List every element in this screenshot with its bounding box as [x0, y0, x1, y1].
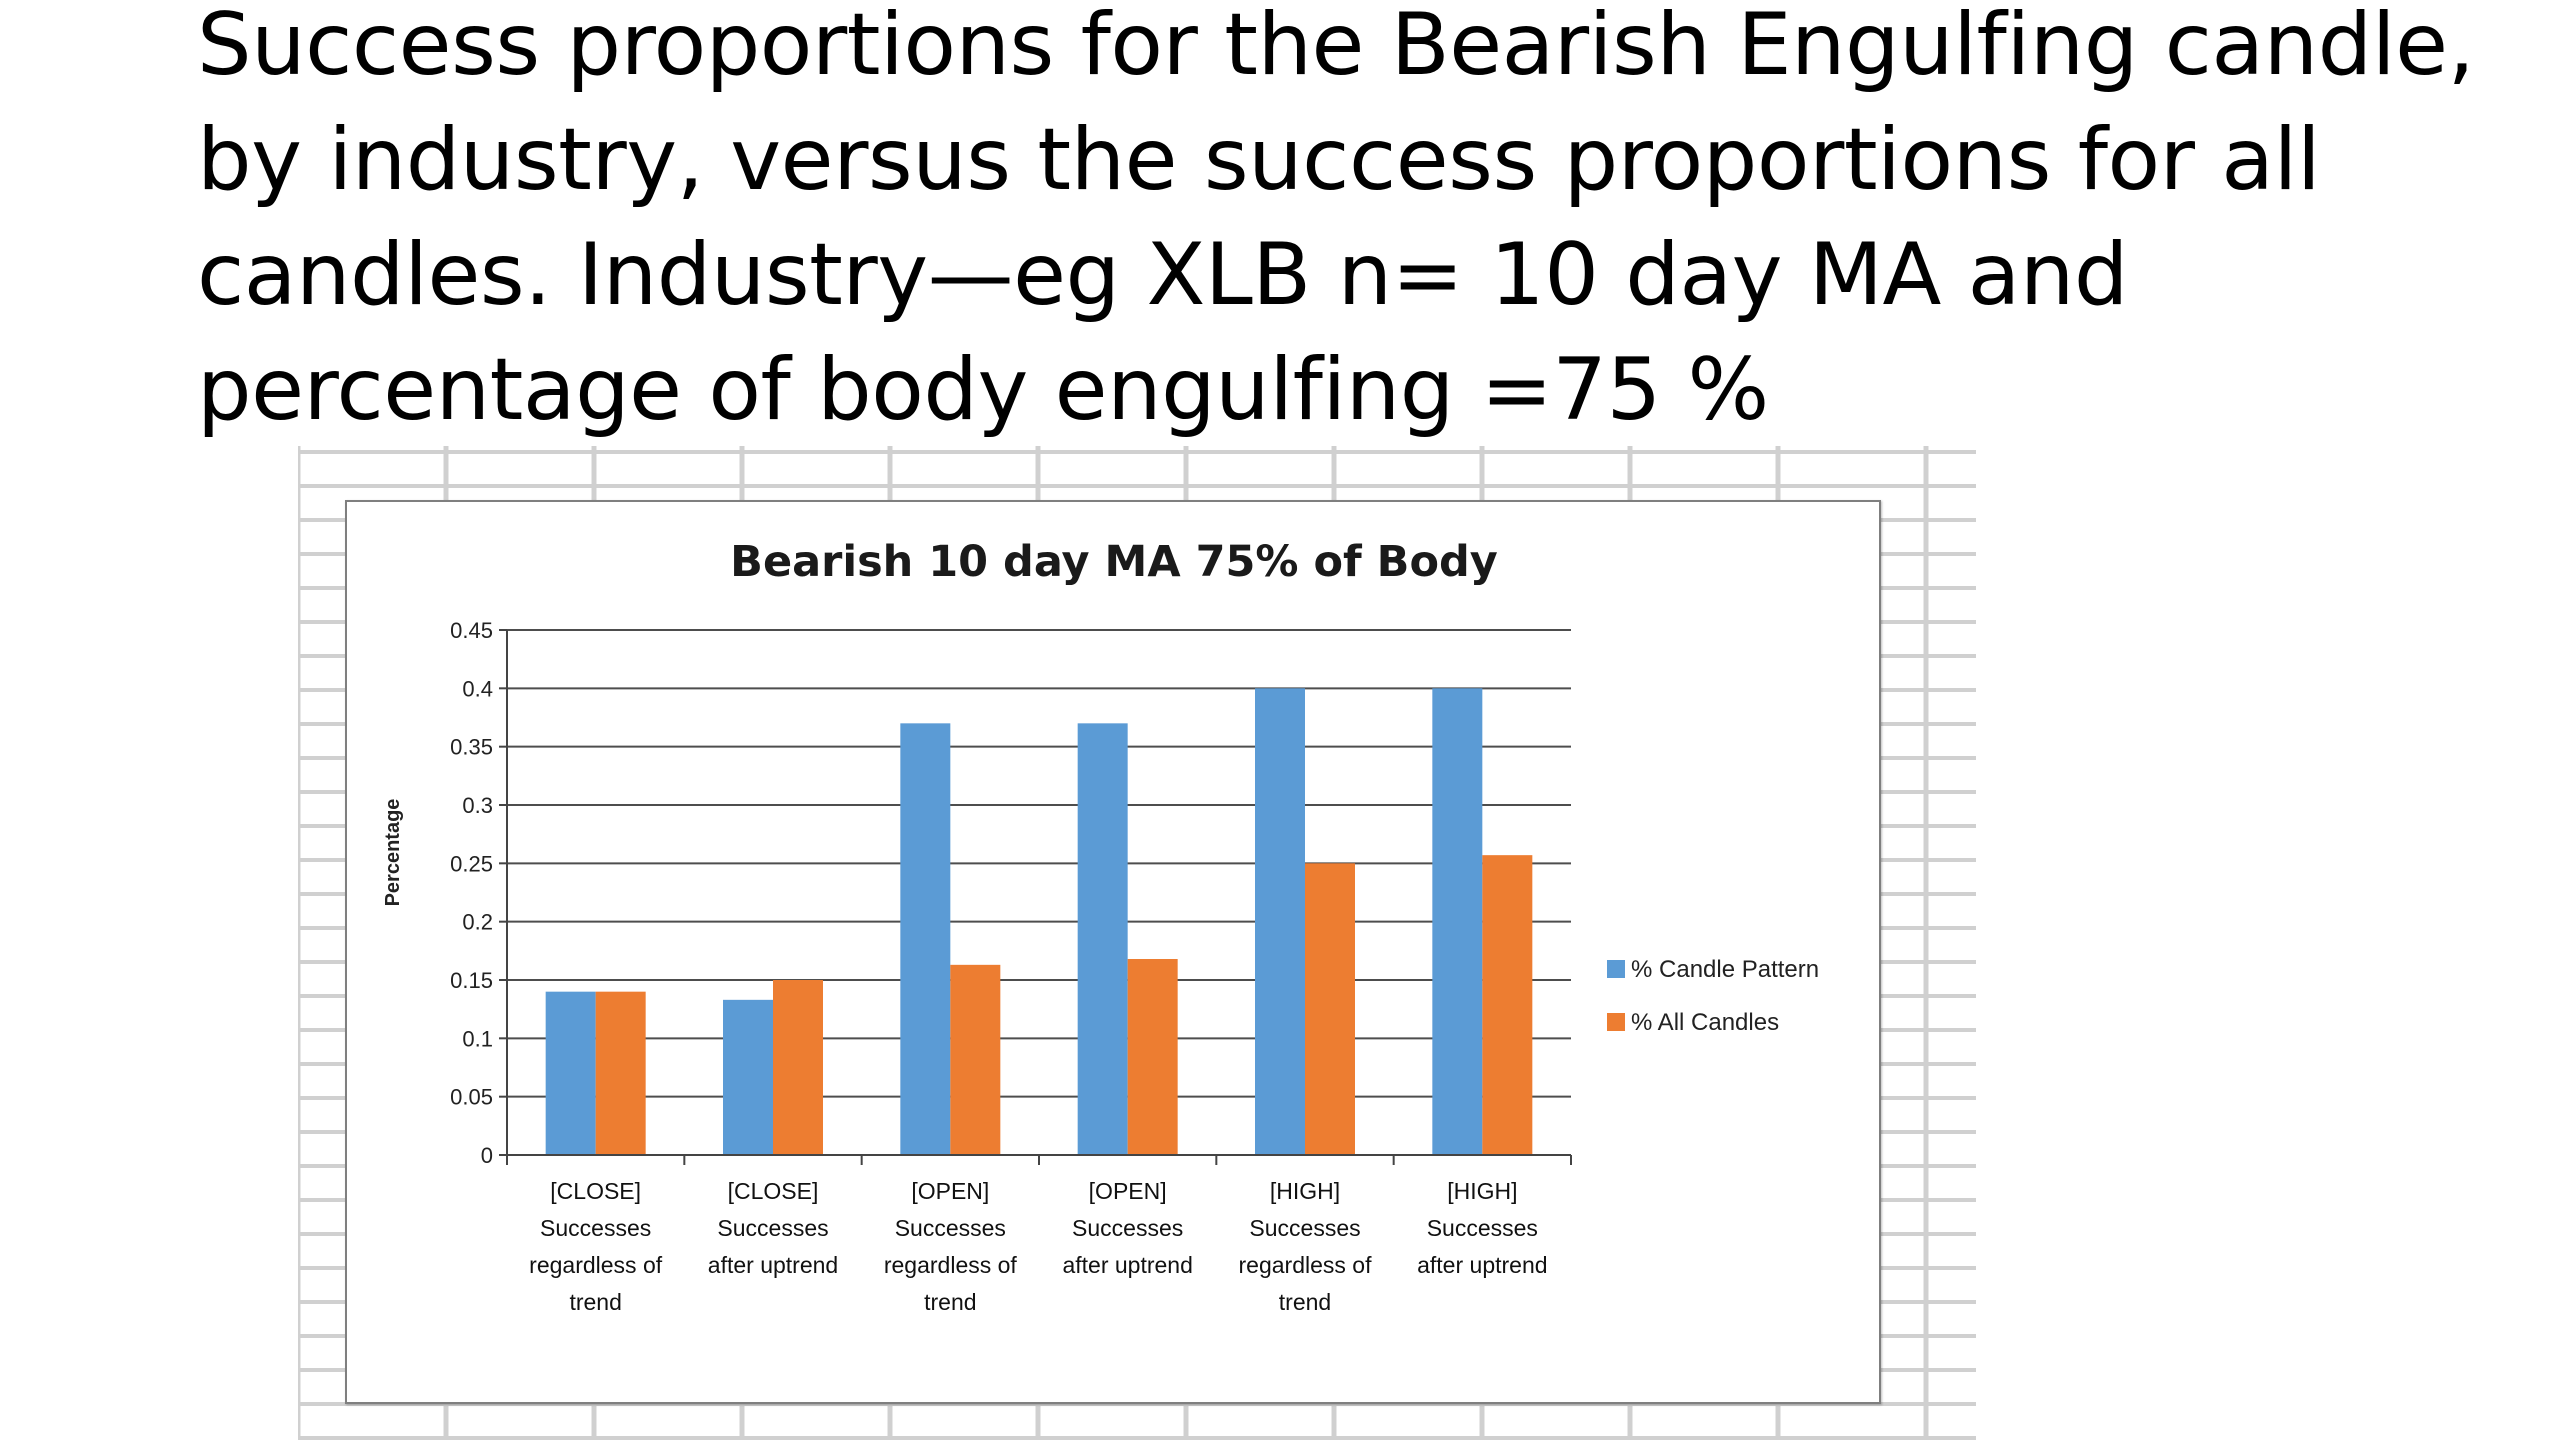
bar-chart: Bearish 10 day MA 75% of Body 0 0.05 0.1 0.1…: [382, 537, 1819, 1315]
y-tick-label: 0.05: [450, 1085, 493, 1110]
y-tick-label: 0.45: [450, 618, 493, 643]
x-category-label: [OPEN] Successes after uptrend: [1062, 1178, 1192, 1278]
x-category-label: [HIGH] Successes after uptrend: [1417, 1178, 1547, 1278]
y-tick-label: 0.4: [462, 676, 493, 701]
bar-all-candles: [773, 980, 823, 1155]
x-category-label: [HIGH] Successes regardless of trend: [1239, 1178, 1373, 1315]
bar-candle-pattern: [723, 999, 773, 1155]
chart-area[interactable]: Bearish 10 day MA 75% of Body 0 0.05 0.1 0.1…: [345, 500, 1881, 1404]
y-tick-label: 0.1: [462, 1026, 493, 1051]
bar-candle-pattern: [1432, 688, 1483, 1155]
bar-all-candles: [595, 991, 646, 1155]
y-tick-label: 0.35: [450, 735, 493, 760]
y-tick-label: 0.25: [450, 851, 493, 876]
x-category-label: [OPEN] Successes regardless of trend: [884, 1178, 1018, 1315]
bar-candle-pattern: [900, 723, 951, 1155]
legend-label: % Candle Pattern: [1631, 956, 1819, 983]
y-tick-label: 0.3: [462, 793, 493, 818]
x-category-label: [CLOSE] Successes regardless of trend: [529, 1178, 663, 1315]
x-category-label: [CLOSE] Successes after uptrend: [708, 1178, 838, 1278]
bar-all-candles: [1305, 863, 1355, 1155]
legend-swatch: [1607, 1013, 1625, 1031]
bar-candle-pattern: [1255, 688, 1305, 1155]
bar-candle-pattern: [1077, 723, 1128, 1155]
chart-title: Bearish 10 day MA 75% of Body: [730, 537, 1498, 587]
y-tick-label: 0.15: [450, 968, 493, 993]
bar-all-candles: [1482, 855, 1533, 1155]
slide-title: Success proportions for the Bearish Engu…: [197, 0, 2475, 440]
y-tick-label: 0.2: [462, 910, 493, 935]
bar-all-candles: [1127, 959, 1178, 1155]
y-axis-label: Percentage: [382, 799, 404, 907]
y-tick-label: 0: [481, 1143, 493, 1168]
legend-label: % All Candles: [1631, 1009, 1779, 1036]
bar-all-candles: [950, 964, 1001, 1155]
bar-candle-pattern: [545, 991, 596, 1155]
legend-swatch: [1607, 960, 1625, 978]
